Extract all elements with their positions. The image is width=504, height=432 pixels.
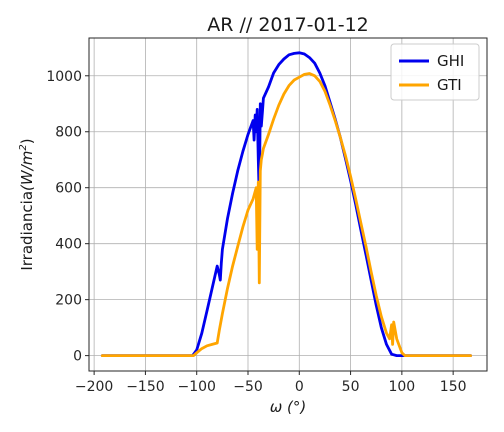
series-line-ghi — [100, 51, 473, 358]
legend-label-gti: GTI — [437, 76, 462, 94]
y-axis-label: Irradiancia(W/m2) — [18, 138, 36, 270]
legend-label-ghi: GHI — [437, 52, 464, 70]
x-tick-label: −150 — [126, 379, 164, 395]
y-tick-label: 0 — [73, 349, 82, 365]
y-axis-label-close: ) — [18, 138, 36, 144]
y-axis-label-unit: (W/m — [18, 151, 36, 191]
y-axis-ticks: 0 200 400 600 800 1000 — [46, 69, 89, 365]
x-tick-label: −100 — [177, 379, 215, 395]
plot-frame — [88, 37, 488, 372]
y-tick-label: 800 — [55, 125, 82, 141]
x-tick-label: −200 — [75, 379, 113, 395]
x-tick-label: 50 — [342, 379, 360, 395]
y-axis-label-exp: 2 — [18, 144, 29, 150]
series-line-gti — [100, 72, 473, 358]
y-tick-label: 600 — [55, 181, 82, 197]
y-tick-label: 400 — [55, 237, 82, 253]
x-tick-label: 150 — [440, 379, 467, 395]
x-tick-label: 0 — [295, 379, 304, 395]
legend-box — [390, 43, 480, 101]
y-axis-label-main: Irradiancia — [18, 191, 36, 271]
y-tick-label: 200 — [55, 293, 82, 309]
x-axis-label: ω (°) — [270, 398, 307, 416]
legend: GHI GTI — [390, 43, 480, 101]
x-tick-label: −50 — [233, 379, 263, 395]
chart-title: AR // 2017-01-12 — [207, 14, 369, 36]
series-layer — [100, 51, 473, 358]
y-tick-label: 1000 — [46, 69, 82, 85]
x-axis-ticks: −200 −150 −100 −50 0 50 100 150 — [75, 371, 467, 395]
x-tick-label: 100 — [388, 379, 415, 395]
